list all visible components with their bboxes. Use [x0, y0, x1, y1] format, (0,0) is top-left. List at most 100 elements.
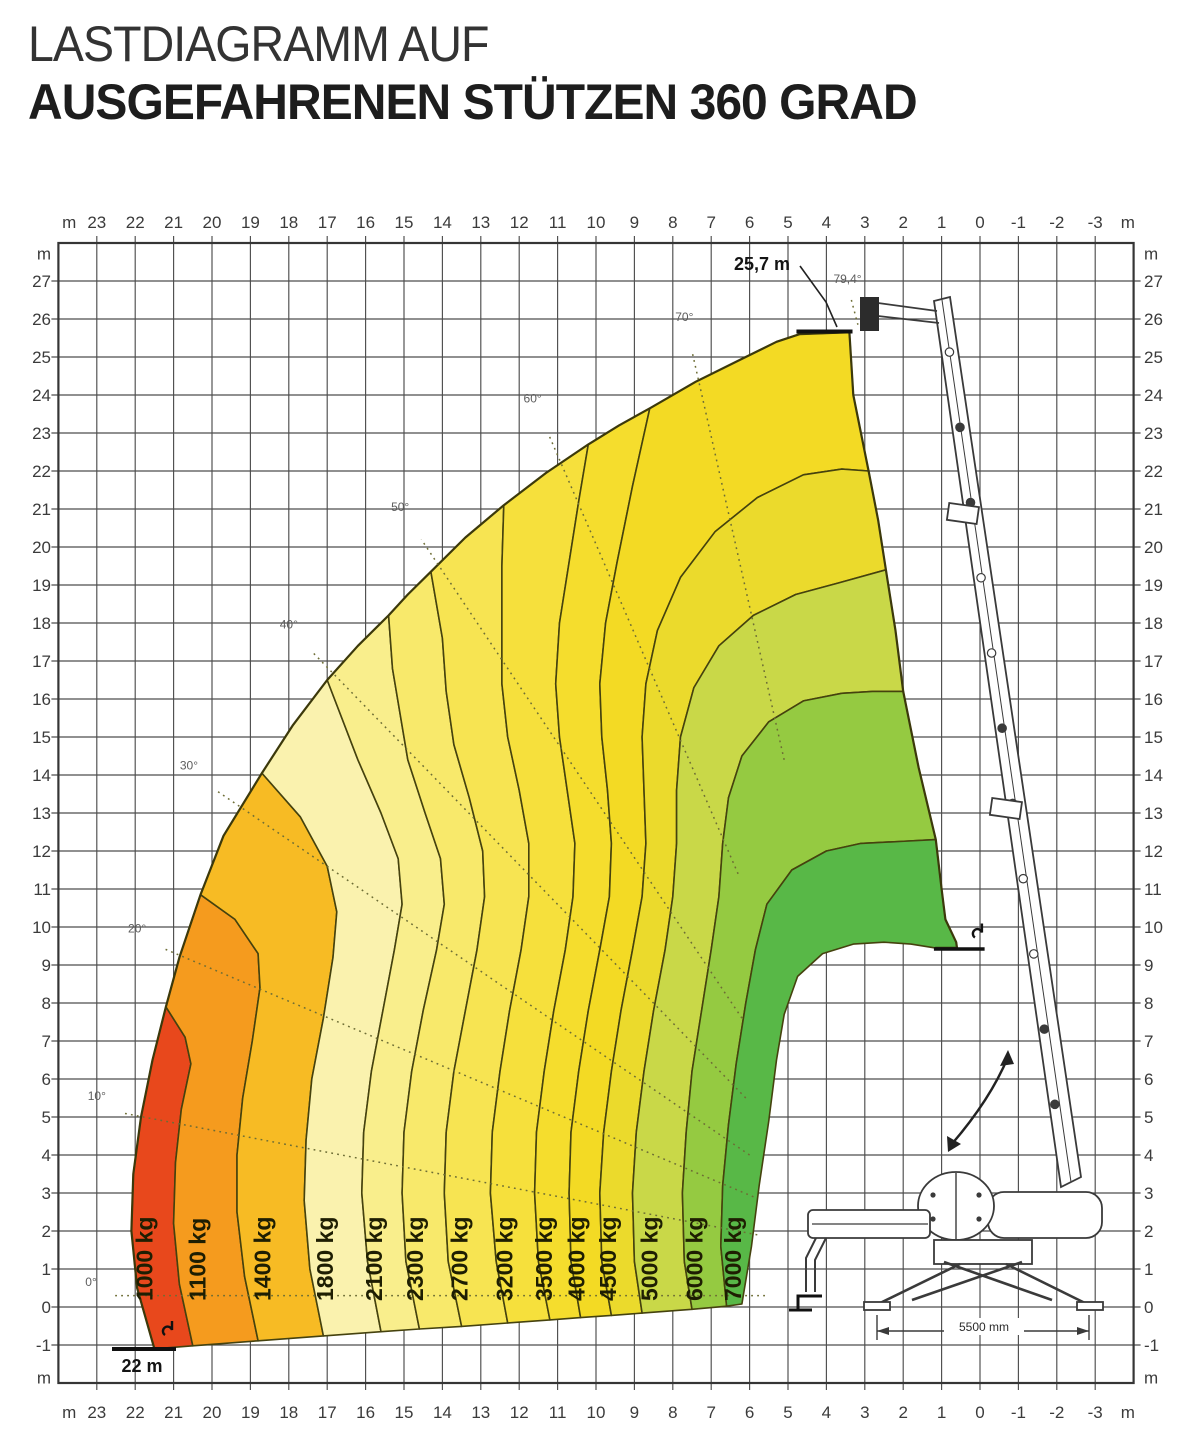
- axis-tick-label: 18: [279, 213, 298, 232]
- axis-tick-label: 4: [822, 1403, 831, 1422]
- axis-tick-label: 14: [433, 1403, 452, 1422]
- axis-tick-label: 12: [1144, 842, 1163, 861]
- axis-tick-label: 4: [42, 1146, 51, 1165]
- max-height-label: 25,7 m: [734, 254, 790, 274]
- rotation-arrow-icon: [950, 1056, 1010, 1146]
- angle-lines: 0° 10° 20° 30° 40° 50° 60° 70° 79,4°: [85, 272, 862, 1297]
- axis-tick-label: 12: [32, 842, 51, 861]
- angle-ray-20°: [161, 947, 754, 1198]
- axis-tick-label: 11: [549, 213, 567, 232]
- axis-tick-label: 10: [1144, 918, 1163, 937]
- axis-tick-label: m: [1144, 1368, 1158, 1387]
- axis-tick-label: 3: [860, 213, 869, 232]
- band-label-2700kg: 2700 kg: [446, 1217, 472, 1301]
- axis-tick-label: 15: [395, 213, 414, 232]
- machine-illustration: [789, 295, 1104, 1312]
- axis-tick-label: 19: [32, 576, 51, 595]
- axis-tick-label: 21: [32, 500, 51, 519]
- axis-tick-label: 15: [32, 728, 51, 747]
- axis-tick-label: 17: [318, 213, 337, 232]
- axis-tick-label: 0: [975, 1403, 984, 1422]
- axis-tick-label: 12: [510, 213, 529, 232]
- axis-tick-label: m: [1121, 213, 1135, 232]
- axis-tick-label: 11: [549, 1403, 567, 1422]
- axis-tick-label: 7: [706, 1403, 715, 1422]
- axis-tick-label: 3: [860, 1403, 869, 1422]
- envelope-marks: [112, 329, 985, 1351]
- band-label-2300kg: 2300 kg: [402, 1217, 428, 1301]
- axis-tick-label: 1: [937, 1403, 946, 1422]
- axis-tick-label: 2: [1144, 1222, 1153, 1241]
- axis-tick-label: 23: [87, 213, 106, 232]
- angle-ray-40°: [311, 650, 747, 1099]
- axis-tick-label: 4: [1144, 1146, 1153, 1165]
- angle-ray-70°: [691, 351, 785, 760]
- angle-label: 50°: [391, 500, 409, 514]
- axis-tick-label: 20: [203, 213, 222, 232]
- hook-icon: [971, 923, 984, 939]
- axis-tick-label: 11: [33, 880, 51, 899]
- axis-tick-label: 25: [1144, 348, 1163, 367]
- axis-tick-label: 9: [1144, 956, 1153, 975]
- band-label-2100kg: 2100 kg: [361, 1217, 387, 1301]
- angle-ray-79,4°: [850, 299, 859, 325]
- axis-tick-label: 0: [975, 213, 984, 232]
- axis-tick-label: 27: [1144, 272, 1163, 291]
- axis-tick-label: -1: [1011, 1403, 1026, 1422]
- band-label-1100kg: 1100 kg: [184, 1218, 210, 1301]
- axis-tick-label: m: [37, 1368, 51, 1387]
- band-label-1800kg: 1800 kg: [312, 1217, 338, 1301]
- axis-tick-label: 13: [32, 804, 51, 823]
- axis-tick-label: 6: [42, 1070, 51, 1089]
- angle-label: 20°: [128, 922, 146, 936]
- angle-ray-60°: [547, 432, 739, 875]
- page-title-line1: LASTDIAGRAMM AUF: [28, 16, 489, 72]
- axis-tick-label: m: [1121, 1403, 1135, 1422]
- base-width-label: 5500 mm: [959, 1320, 1009, 1334]
- axis-tick-label: 16: [356, 213, 375, 232]
- axis-tick-label: 2: [898, 213, 907, 232]
- axis-tick-label: 23: [1144, 424, 1163, 443]
- axis-tick-label: 18: [1144, 614, 1163, 633]
- axis-tick-label: 9: [42, 956, 51, 975]
- axis-tick-label: 21: [1144, 500, 1163, 519]
- axis-tick-label: 22: [32, 462, 51, 481]
- axis-tick-label: 8: [1144, 994, 1153, 1013]
- axis-tick-label: 0: [1144, 1298, 1153, 1317]
- axis-tick-label: 16: [356, 1403, 375, 1422]
- axis-tick-label: 2: [898, 1403, 907, 1422]
- axis-labels: 2323222221212020191918181717161615151414…: [32, 213, 1163, 1422]
- axis-tick-label: 14: [1144, 766, 1163, 785]
- axis-tick-label: 5: [783, 213, 792, 232]
- axis-tick-label: 22: [1144, 462, 1163, 481]
- axis-tick-label: 18: [279, 1403, 298, 1422]
- axis-tick-label: 24: [1144, 386, 1163, 405]
- axis-tick-label: 22: [126, 213, 145, 232]
- axis-tick-label: 8: [42, 994, 51, 1013]
- axis-tick-label: 14: [433, 213, 452, 232]
- band-label-5000kg: 5000 kg: [636, 1217, 662, 1301]
- base-width-dimension: 5500 mm: [876, 1315, 1090, 1340]
- axis-tick-label: 5: [1144, 1108, 1153, 1127]
- angle-label: 40°: [280, 618, 298, 632]
- axis-tick-label: 22: [126, 1403, 145, 1422]
- band-label-1400kg: 1400 kg: [250, 1217, 276, 1301]
- axis-tick-label: 3: [1144, 1184, 1153, 1203]
- axis-tick-label: -3: [1088, 1403, 1103, 1422]
- axis-tick-label: 11: [1144, 880, 1162, 899]
- axis-tick-label: 17: [1144, 652, 1163, 671]
- axis-tick-label: 7: [1144, 1032, 1153, 1051]
- axis-tick-label: 6: [1144, 1070, 1153, 1089]
- axis-tick-label: 8: [668, 213, 677, 232]
- axis-tick-label: m: [37, 245, 51, 264]
- axis-tick-label: 13: [471, 1403, 490, 1422]
- axis-tick-label: 19: [241, 213, 260, 232]
- axis-tick-label: 23: [32, 424, 51, 443]
- axis-tick-label: 12: [510, 1403, 529, 1422]
- axis-tick-label: 0: [42, 1298, 51, 1317]
- axis-tick-label: 13: [471, 213, 490, 232]
- axis-tick-label: -1: [36, 1336, 51, 1355]
- band-label-6000kg: 6000 kg: [682, 1217, 708, 1301]
